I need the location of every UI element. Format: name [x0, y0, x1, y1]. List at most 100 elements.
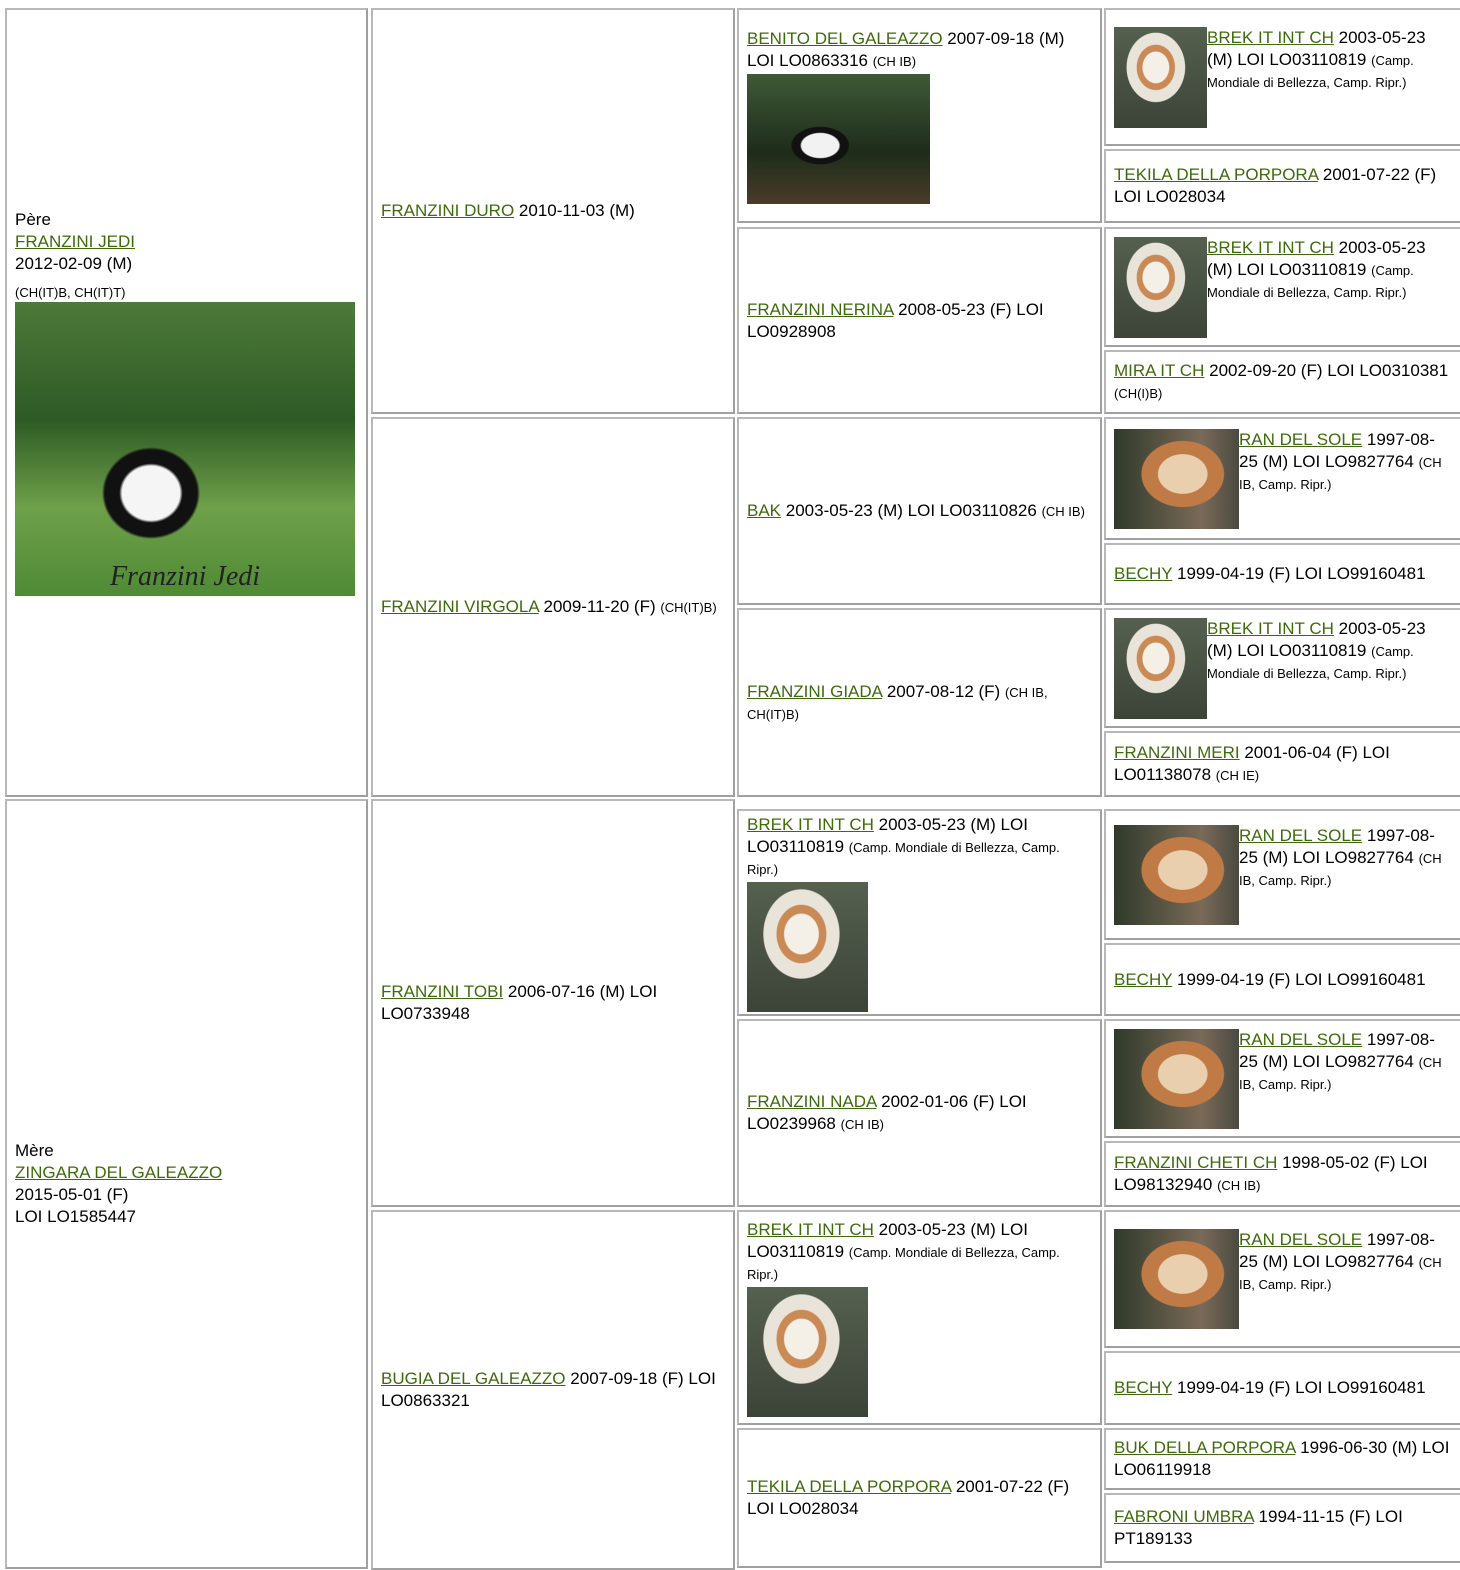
pedigree-cell: BREK IT INT CH 2003-05-23 (M) LOI LO0311…: [1104, 227, 1460, 347]
dog-photo: [1114, 1028, 1239, 1129]
dog-link[interactable]: RAN DEL SOLE: [1239, 825, 1363, 845]
dog-info: 1999-04-19 (F) LOI LO99160481: [1177, 969, 1426, 989]
dog-info: 2010-11-03 (M): [518, 201, 635, 220]
dog-link[interactable]: RAN DEL SOLE: [1239, 1230, 1363, 1249]
dog-titles: (CH IB, Camp. Ripr.): [1239, 850, 1442, 888]
pedigree-cell: BAK 2003-05-23 (M) LOI LO03110826 (CH IB…: [737, 417, 1102, 605]
dog-link[interactable]: RAN DEL SOLE: [1239, 429, 1363, 449]
dog-titles: (CH IB, Camp. Ripr.): [1239, 1054, 1442, 1092]
dog-link[interactable]: FRANZINI NERINA: [747, 299, 894, 319]
dog-photo: [1114, 1229, 1239, 1329]
dog-info: 2015-05-01 (F): [15, 1185, 129, 1204]
dog-link[interactable]: BECHY: [1114, 969, 1173, 989]
dog-entry: FRANZINI NADA 2002-01-06 (F) LOI LO02399…: [747, 1091, 1092, 1135]
dog-titles: (CH IB): [872, 53, 917, 69]
cell-content: BREK IT INT CH 2003-05-23 (M) LOI LO0311…: [1114, 26, 1452, 128]
dog-info: 2001-07-22 (F) LOI LO028034: [1114, 165, 1437, 206]
dog-titles: (CH(IT)B): [660, 600, 717, 615]
parent-label: Mère: [15, 1141, 54, 1160]
dog-entry: BREK IT INT CH 2003-05-23 (M) LOI LO0311…: [747, 814, 1092, 880]
dog-link[interactable]: BREK IT INT CH: [747, 1219, 874, 1239]
cell-content: BREK IT INT CH 2003-05-23 (M) LOI LO0311…: [1114, 236, 1452, 338]
pedigree-cell: FRANZINI NERINA 2008-05-23 (F) LOI LO092…: [737, 227, 1102, 414]
cell-content: RAN DEL SOLE 1997-08-25 (M) LOI LO982776…: [1114, 428, 1452, 529]
pedigree-cell: FRANZINI MERI 2001-06-04 (F) LOI LO01138…: [1104, 731, 1460, 797]
dog-link[interactable]: BUGIA DEL GALEAZZO: [381, 1369, 566, 1388]
dog-entry: FRANZINI GIADA 2007-08-12 (F) (CH IB, CH…: [747, 681, 1092, 725]
cell-content: TEKILA DELLA PORPORA 2001-07-22 (F) LOI …: [1114, 164, 1452, 208]
dog-photo: [1114, 617, 1207, 719]
dog-link[interactable]: FRANZINI GIADA: [747, 681, 883, 701]
pedigree-cell: BECHY 1999-04-19 (F) LOI LO99160481: [1104, 943, 1460, 1016]
photo-caption: Franzini Jedi: [109, 561, 261, 592]
cell-content: BREK IT INT CH 2003-05-23 (M) LOI LO0311…: [1114, 617, 1452, 719]
dog-link[interactable]: TEKILA DELLA PORPORA: [1114, 165, 1319, 184]
dog-link[interactable]: MIRA IT CH: [1114, 361, 1205, 380]
pedigree-cell: BREK IT INT CH 2003-05-23 (M) LOI LO0311…: [1104, 608, 1460, 728]
dog-info: 1997-08-25 (M) LOI LO9827764: [1239, 1029, 1435, 1071]
cell-content: FRANZINI GIADA 2007-08-12 (F) (CH IB, CH…: [747, 681, 1092, 725]
dog-entry: BREK IT INT CH 2003-05-23 (M) LOI LO0311…: [747, 1219, 1092, 1285]
dog-link[interactable]: BECHY: [1114, 564, 1173, 583]
dog-link[interactable]: FRANZINI NADA: [747, 1092, 877, 1111]
dog-info: 1997-08-25 (M) LOI LO9827764: [1239, 825, 1435, 867]
dog-titles: (CH IB, Camp. Ripr.): [1239, 1255, 1442, 1292]
dog-titles: (CH IE): [1215, 768, 1260, 783]
dog-link[interactable]: BREK IT INT CH: [747, 814, 874, 834]
cell-content: BREK IT INT CH 2003-05-23 (M) LOI LO0311…: [747, 1219, 1092, 1417]
dog-info: 1997-08-25 (M) LOI LO9827764: [1239, 1230, 1435, 1271]
pedigree-cell: BUGIA DEL GALEAZZO 2007-09-18 (F) LOI LO…: [371, 1210, 735, 1570]
cell-content: BREK IT INT CH 2003-05-23 (M) LOI LO0311…: [747, 814, 1092, 1012]
pedigree-cell: FRANZINI TOBI 2006-07-16 (M) LOI LO07339…: [371, 799, 735, 1207]
dog-info: 1999-04-19 (F) LOI LO99160481: [1177, 1378, 1426, 1397]
dog-titles: (Camp. Mondiale di Bellezza, Camp. Ripr.…: [1207, 52, 1414, 90]
dog-link[interactable]: BREK IT INT CH: [1207, 27, 1334, 47]
dog-link[interactable]: BAK: [747, 501, 782, 520]
pedigree-cell: FRANZINI GIADA 2007-08-12 (F) (CH IB, CH…: [737, 608, 1102, 797]
dog-link[interactable]: FRANZINI MERI: [1114, 743, 1240, 762]
cell-content: BECHY 1999-04-19 (F) LOI LO99160481: [1114, 1377, 1452, 1399]
cell-content: RAN DEL SOLE 1997-08-25 (M) LOI LO982776…: [1114, 824, 1452, 925]
pedigree-cell: BECHY 1999-04-19 (F) LOI LO99160481: [1104, 543, 1460, 605]
dog-titles: (CH(I)B): [1114, 386, 1163, 401]
dog-titles: (CH IB): [1217, 1178, 1261, 1193]
dog-link[interactable]: BECHY: [1114, 1378, 1173, 1397]
cell-content: FRANZINI NADA 2002-01-06 (F) LOI LO02399…: [747, 1091, 1092, 1135]
dog-photo: [1114, 26, 1207, 128]
dog-photo: [1114, 824, 1239, 925]
pedigree-cell: RAN DEL SOLE 1997-08-25 (M) LOI LO982776…: [1104, 809, 1460, 940]
dog-link[interactable]: FABRONI UMBRA: [1114, 1507, 1254, 1526]
dog-link[interactable]: FRANZINI VIRGOLA: [381, 597, 539, 616]
dog-info: 2003-05-23 (M) LOI LO03110819: [747, 1219, 1028, 1261]
dog-link[interactable]: FRANZINI JEDI: [15, 232, 135, 251]
dog-link[interactable]: FRANZINI DURO: [381, 201, 515, 220]
dog-link[interactable]: ZINGARA DEL GALEAZZO: [15, 1163, 223, 1182]
dog-link[interactable]: BREK IT INT CH: [1207, 237, 1334, 257]
pedigree-cell: BREK IT INT CH 2003-05-23 (M) LOI LO0311…: [737, 809, 1102, 1016]
parent-label: Père: [15, 210, 51, 229]
dog-link[interactable]: RAN DEL SOLE: [1239, 1029, 1363, 1049]
dog-info: 2007-09-18 (M) LOI LO0863316: [747, 28, 1065, 70]
dog-photo: [1114, 236, 1207, 338]
dog-link[interactable]: BENITO DEL GALEAZZO: [747, 28, 943, 48]
pedigree-cell: BUK DELLA PORPORA 1996-06-30 (M) LOI LO0…: [1104, 1428, 1460, 1490]
dog-info: 2003-05-23 (M) LOI LO03110826: [785, 501, 1037, 520]
dog-titles: (Camp. Mondiale di Bellezza, Camp. Ripr.…: [747, 839, 1060, 877]
dog-info: 1996-06-30 (M) LOI LO06119918: [1114, 1438, 1450, 1479]
dog-info: 2006-07-16 (M) LOI LO0733948: [381, 982, 658, 1023]
dog-link[interactable]: BREK IT INT CH: [1207, 618, 1334, 638]
dog-link[interactable]: BUK DELLA PORPORA: [1114, 1438, 1296, 1457]
dog-link[interactable]: FRANZINI CHETI CH: [1114, 1153, 1278, 1172]
pedigree-cell: Mère ZINGARA DEL GALEAZZO 2015-05-01 (F) LO…: [5, 799, 368, 1569]
dog-entry: FRANZINI NERINA 2008-05-23 (F) LOI LO092…: [747, 299, 1092, 343]
dog-info: 2008-05-23 (F) LOI LO0928908: [747, 299, 1044, 341]
dog-photo: Franzini Jedi: [15, 302, 355, 596]
dog-entry: BAK 2003-05-23 (M) LOI LO03110826 (CH IB…: [747, 500, 1092, 522]
dog-titles: (CH IB): [1041, 504, 1085, 519]
dog-link[interactable]: FRANZINI TOBI: [381, 982, 504, 1001]
dog-titles: (Camp. Mondiale di Bellezza, Camp. Ripr.…: [1207, 643, 1414, 681]
pedigree-cell: BREK IT INT CH 2003-05-23 (M) LOI LO0311…: [1104, 8, 1460, 146]
pedigree-cell: TEKILA DELLA PORPORA 2001-07-22 (F) LOI …: [737, 1428, 1102, 1568]
cell-content: BECHY 1999-04-19 (F) LOI LO99160481: [1114, 563, 1452, 585]
dog-link[interactable]: TEKILA DELLA PORPORA: [747, 1477, 952, 1496]
